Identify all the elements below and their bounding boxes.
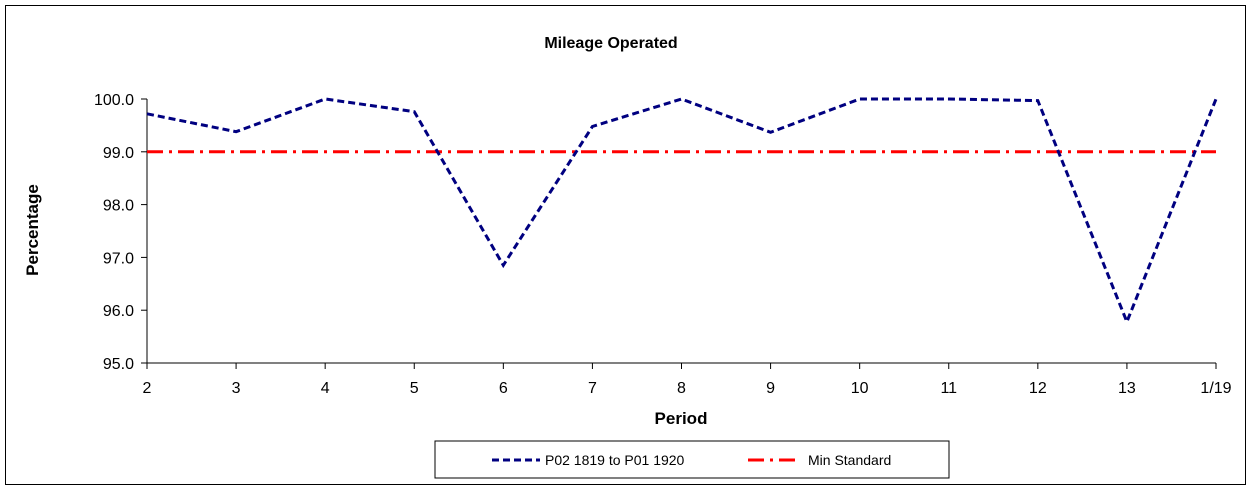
- y-tick-label: 99.0: [103, 145, 134, 162]
- y-tick-label: 98.0: [103, 198, 134, 215]
- x-tick-label: 13: [1118, 380, 1136, 397]
- x-tick-label: 7: [588, 380, 597, 397]
- chart-frame: [5, 5, 1246, 485]
- y-axis: 95.0 96.0 97.0 98.0 99.0 100.0: [94, 92, 147, 373]
- y-tick-label: 95.0: [103, 356, 134, 373]
- series-line-1: [146, 97, 1218, 326]
- x-tick-label: 12: [1029, 380, 1047, 397]
- x-tick-label: 11: [940, 380, 957, 397]
- x-axis-title: Period: [655, 409, 708, 428]
- chart-title: Mileage Operated: [544, 35, 677, 52]
- x-tick-label: 8: [677, 380, 686, 397]
- series-group: [146, 97, 1218, 326]
- x-axis: 2 3 4 5 6 7 8 9 10 11 12 13 1/19: [143, 363, 1232, 397]
- legend-label-series-1: P02 1819 to P01 1920: [545, 452, 685, 468]
- x-tick-label: 5: [410, 380, 419, 397]
- legend: P02 1819 to P01 1920 Min Standard: [434, 440, 950, 479]
- x-tick-label: 1/19: [1200, 380, 1231, 397]
- x-tick-label: 4: [321, 380, 330, 397]
- x-tick-label: 2: [143, 380, 152, 397]
- x-tick-label: 9: [766, 380, 775, 397]
- x-tick-label: 10: [851, 380, 869, 397]
- y-axis-title: Percentage: [23, 184, 42, 276]
- y-tick-label: 100.0: [94, 92, 134, 109]
- y-tick-label: 97.0: [103, 250, 134, 267]
- y-tick-label: 96.0: [103, 303, 134, 320]
- x-tick-label: 3: [232, 380, 241, 397]
- legend-label-series-2: Min Standard: [808, 452, 891, 468]
- x-tick-label: 6: [499, 380, 508, 397]
